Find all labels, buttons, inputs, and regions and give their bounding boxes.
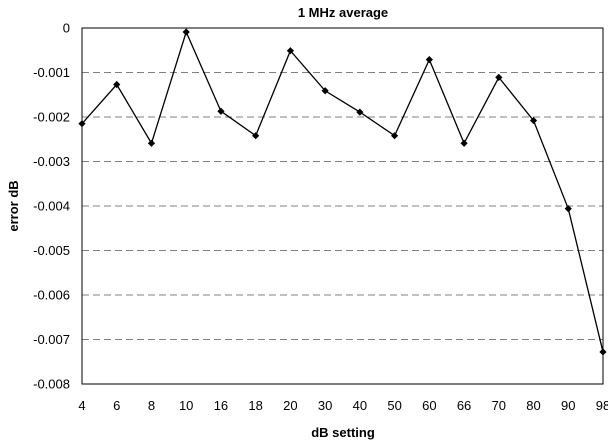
x-tick-label: 80 xyxy=(526,398,540,413)
y-tick-label: -0.002 xyxy=(33,110,70,125)
x-tick-label: 60 xyxy=(422,398,436,413)
data-point-marker xyxy=(356,108,364,116)
x-tick-label: 70 xyxy=(492,398,506,413)
plot-area-border xyxy=(81,27,604,385)
data-point-marker xyxy=(564,205,572,213)
data-point-marker xyxy=(460,139,468,147)
x-tick-label: 20 xyxy=(283,398,297,413)
data-point-marker xyxy=(391,132,399,140)
data-point-marker xyxy=(252,132,260,140)
data-point-marker xyxy=(286,47,294,55)
data-point-marker xyxy=(529,116,538,125)
x-tick-label: 66 xyxy=(457,398,471,413)
y-tick-label: -0.006 xyxy=(33,288,70,303)
x-tick-label: 10 xyxy=(179,398,193,413)
y-tick-label: -0.001 xyxy=(33,65,70,80)
data-point-marker xyxy=(495,73,503,81)
data-point-marker xyxy=(182,28,190,36)
y-tick-label: -0.004 xyxy=(33,199,70,214)
y-tick-label: -0.003 xyxy=(33,154,70,169)
x-tick-label: 16 xyxy=(214,398,228,413)
x-tick-label: 30 xyxy=(318,398,332,413)
x-tick-label: 98 xyxy=(596,398,608,413)
data-point-marker xyxy=(78,120,86,128)
y-tick-label: -0.005 xyxy=(33,243,70,258)
data-point-marker xyxy=(599,348,607,356)
x-tick-label: 50 xyxy=(387,398,401,413)
x-tick-labels: 4 6 8 10 16 18 20 30 40 50 60 66 70 80 90 98 xyxy=(78,398,608,413)
y-gridlines xyxy=(82,72,603,340)
y-tick-label: 0 xyxy=(63,21,70,36)
series-markers xyxy=(78,28,607,356)
x-tick-label: 40 xyxy=(353,398,367,413)
data-point-marker xyxy=(147,139,156,147)
y-tick-label: -0.007 xyxy=(33,332,70,347)
series-line xyxy=(81,30,604,353)
data-point-marker xyxy=(425,55,433,64)
x-tick-label: 8 xyxy=(148,398,155,413)
y-tick-label: -0.008 xyxy=(33,377,70,392)
x-tick-label: 6 xyxy=(113,398,120,413)
y-axis-label: error dB xyxy=(6,180,21,231)
x-tick-label: 4 xyxy=(78,398,85,413)
data-point-marker xyxy=(217,107,225,115)
data-point-marker xyxy=(113,80,121,89)
data-point-marker xyxy=(321,87,329,95)
chart-title: 1 MHz average xyxy=(298,5,388,20)
x-tick-label: 18 xyxy=(248,398,262,413)
x-axis-label: dB setting xyxy=(311,425,375,440)
y-tick-labels: 0 -0.001 -0.002 -0.003 -0.004 -0.005 -0.006 -0.… xyxy=(33,21,70,392)
x-tick-label: 90 xyxy=(561,398,575,413)
